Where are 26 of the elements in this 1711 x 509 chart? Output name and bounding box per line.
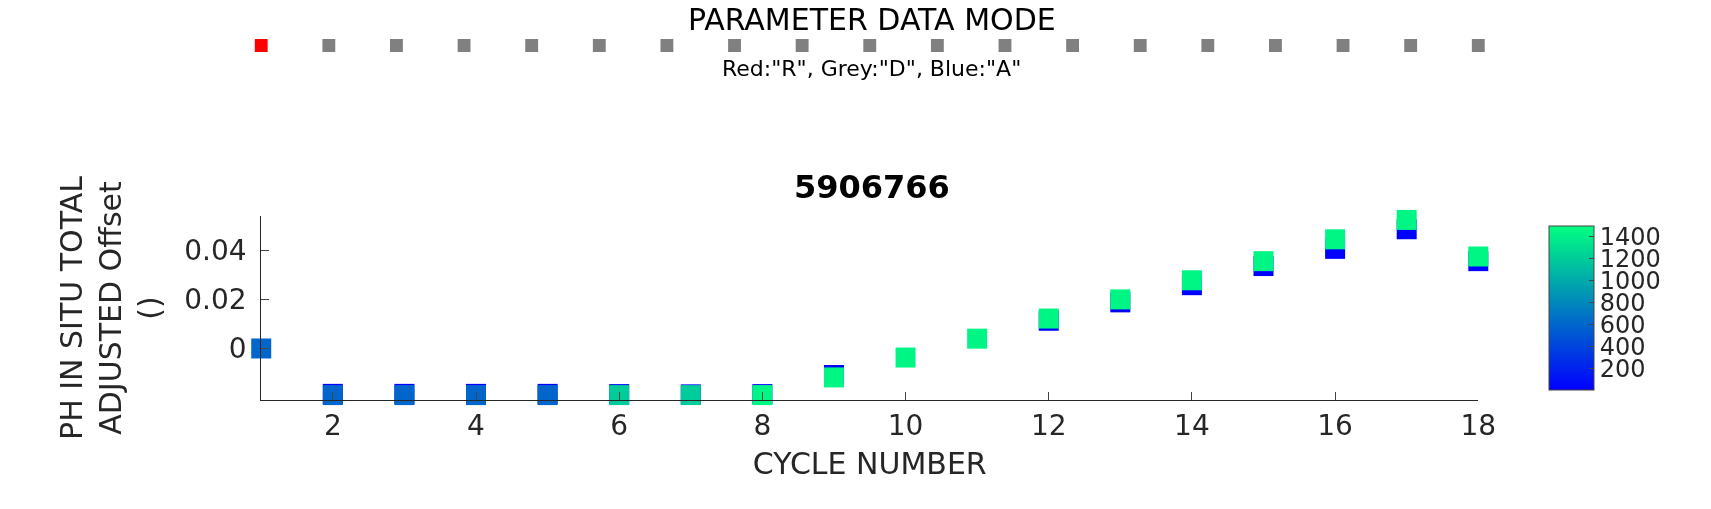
x-axis-title: CYCLE NUMBER — [752, 446, 987, 482]
x-tick-label: 18 — [1460, 408, 1497, 442]
x-tick-label: 4 — [467, 408, 485, 442]
point — [251, 338, 272, 359]
x-tick-label: 10 — [887, 408, 924, 442]
text: Red:"R", Grey:"D", Blue:"A" — [722, 56, 1022, 81]
x-tick-label: 12 — [1030, 408, 1067, 442]
x-tick-label: 2 — [323, 408, 342, 442]
point — [1468, 246, 1489, 267]
x-tick-label: 8 — [753, 408, 772, 442]
y-tick-label: 0.04 — [184, 234, 247, 268]
point — [1396, 209, 1417, 230]
point — [1253, 251, 1274, 272]
chart-title: 5906766 — [794, 168, 950, 206]
color-bar-label: 200 — [1599, 354, 1646, 383]
x-tick-label: 16 — [1317, 408, 1353, 442]
text: PARAMETER DATA MODE — [688, 2, 1056, 37]
point — [1181, 270, 1202, 291]
point — [967, 328, 988, 349]
y-tick-label: 0.02 — [184, 283, 247, 317]
point — [895, 347, 916, 368]
y-axis-title: PH IN SITU TOTAL ADJUSTED Offset () — [54, 175, 168, 440]
x-tick-label: 14 — [1174, 408, 1210, 442]
y-tick-label: 0 — [228, 332, 247, 366]
point — [1325, 229, 1346, 250]
x-tick-label: 6 — [610, 408, 629, 442]
